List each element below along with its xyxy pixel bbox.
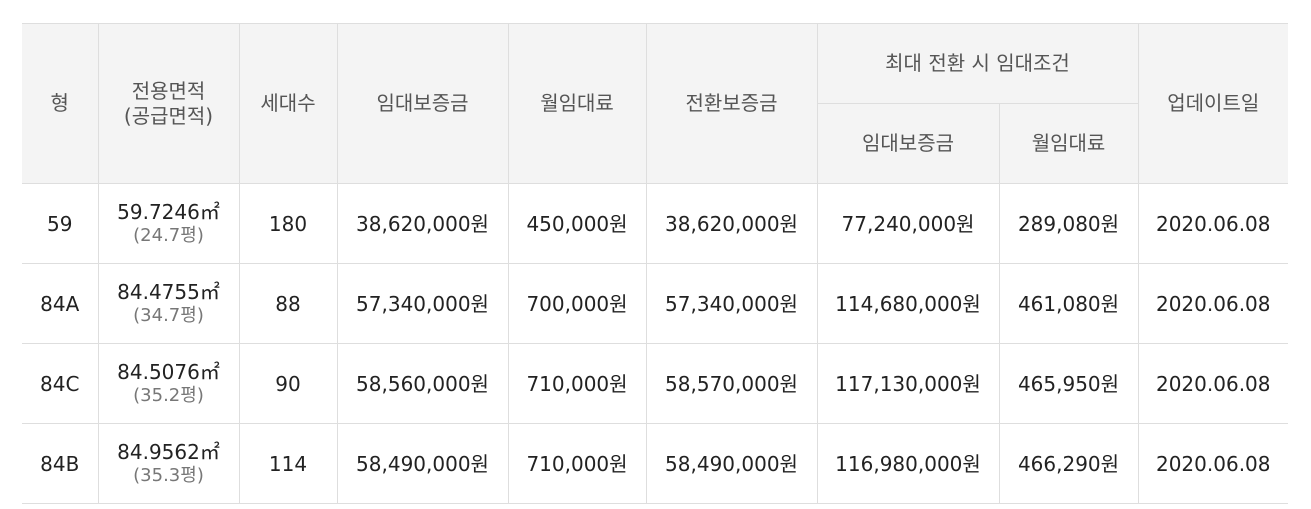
- header-deposit: 임대보증금: [336, 23, 509, 184]
- cell-exclusive-area: 84.9562㎡: [117, 439, 220, 464]
- header-conversion-deposit: 전환보증금: [645, 23, 818, 184]
- cell-max-monthly-rent: 466,290원: [998, 423, 1139, 504]
- cell-area: 84.4755㎡ (34.7평): [97, 263, 240, 344]
- header-area: 전용면적 (공급면적): [97, 23, 240, 184]
- cell-updated: 2020.06.08: [1137, 343, 1288, 424]
- cell-monthly-rent: 710,000원: [507, 423, 647, 504]
- header-max-conversion-group: 최대 전환 시 임대조건: [816, 23, 1139, 104]
- cell-max-deposit: 116,980,000원: [816, 423, 1000, 504]
- cell-conversion-deposit: 38,620,000원: [645, 183, 818, 264]
- table-row: 84A 84.4755㎡ (34.7평) 88 57,340,000원 700,…: [22, 263, 1288, 344]
- cell-type: 59: [22, 183, 99, 264]
- cell-supply-area: (35.2평): [133, 384, 204, 406]
- cell-area: 59.7246㎡ (24.7평): [97, 183, 240, 264]
- cell-households: 180: [238, 183, 338, 264]
- cell-max-monthly-rent: 289,080원: [998, 183, 1139, 264]
- header-row-2: 임대보증금 월임대료: [22, 103, 1288, 184]
- cell-area: 84.9562㎡ (35.3평): [97, 423, 240, 504]
- cell-monthly-rent: 450,000원: [507, 183, 647, 264]
- cell-type: 84A: [22, 263, 99, 344]
- header-type: 형: [22, 23, 99, 184]
- cell-households: 114: [238, 423, 338, 504]
- cell-households: 88: [238, 263, 338, 344]
- header-area-exclusive: 전용면적: [131, 78, 206, 103]
- cell-deposit: 58,560,000원: [336, 343, 509, 424]
- cell-supply-area: (34.7평): [133, 304, 204, 326]
- header-updated: 업데이트일: [1137, 23, 1288, 184]
- cell-conversion-deposit: 57,340,000원: [645, 263, 818, 344]
- table-row: 59 59.7246㎡ (24.7평) 180 38,620,000원 450,…: [22, 183, 1288, 264]
- header-row-1: 형 전용면적 (공급면적) 세대수 임대보증금 월임대료 전환보증금 최대 전환…: [22, 23, 1288, 184]
- cell-max-deposit: 117,130,000원: [816, 343, 1000, 424]
- cell-monthly-rent: 710,000원: [507, 343, 647, 424]
- cell-supply-area: (35.3평): [133, 464, 204, 486]
- table-row: 84B 84.9562㎡ (35.3평) 114 58,490,000원 710…: [22, 423, 1288, 504]
- cell-max-monthly-rent: 465,950원: [998, 343, 1139, 424]
- cell-updated: 2020.06.08: [1137, 263, 1288, 344]
- rental-conditions-table-wrapper: 형 전용면적 (공급면적) 세대수 임대보증금 월임대료 전환보증금 최대 전환…: [22, 23, 1288, 504]
- cell-exclusive-area: 84.4755㎡: [117, 279, 220, 304]
- cell-type: 84C: [22, 343, 99, 424]
- cell-households: 90: [238, 343, 338, 424]
- header-households: 세대수: [238, 23, 338, 184]
- cell-deposit: 57,340,000원: [336, 263, 509, 344]
- header-max-deposit: 임대보증금: [817, 103, 1000, 184]
- rental-conditions-table: 형 전용면적 (공급면적) 세대수 임대보증금 월임대료 전환보증금 최대 전환…: [22, 23, 1288, 504]
- cell-updated: 2020.06.08: [1137, 183, 1288, 264]
- table-row: 84C 84.5076㎡ (35.2평) 90 58,560,000원 710,…: [22, 343, 1288, 424]
- cell-exclusive-area: 59.7246㎡: [117, 199, 220, 224]
- cell-conversion-deposit: 58,490,000원: [645, 423, 818, 504]
- cell-deposit: 38,620,000원: [336, 183, 509, 264]
- cell-area: 84.5076㎡ (35.2평): [97, 343, 240, 424]
- cell-type: 84B: [22, 423, 99, 504]
- cell-max-deposit: 114,680,000원: [816, 263, 1000, 344]
- cell-updated: 2020.06.08: [1137, 423, 1288, 504]
- cell-supply-area: (24.7평): [133, 224, 204, 246]
- cell-max-deposit: 77,240,000원: [816, 183, 1000, 264]
- table-body: 59 59.7246㎡ (24.7평) 180 38,620,000원 450,…: [22, 183, 1288, 504]
- header-area-supply: (공급면적): [123, 103, 214, 128]
- cell-deposit: 58,490,000원: [336, 423, 509, 504]
- cell-monthly-rent: 700,000원: [507, 263, 647, 344]
- table-header: 형 전용면적 (공급면적) 세대수 임대보증금 월임대료 전환보증금 최대 전환…: [22, 23, 1288, 184]
- cell-conversion-deposit: 58,570,000원: [645, 343, 818, 424]
- cell-max-monthly-rent: 461,080원: [998, 263, 1139, 344]
- cell-exclusive-area: 84.5076㎡: [117, 359, 220, 384]
- header-monthly-rent: 월임대료: [507, 23, 647, 184]
- header-max-monthly-rent: 월임대료: [998, 103, 1138, 184]
